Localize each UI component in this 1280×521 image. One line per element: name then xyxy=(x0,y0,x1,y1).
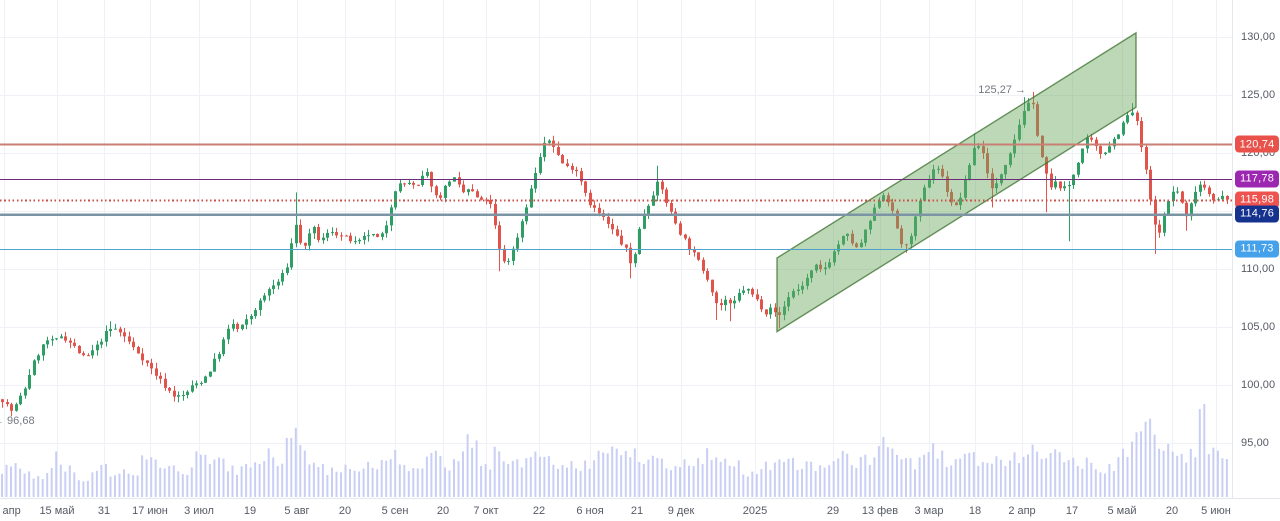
price-label-badge: 111,73 xyxy=(1235,240,1279,258)
time-axis-tick: 13 фев xyxy=(861,504,899,517)
time-axis-tick: 5 июн xyxy=(1201,504,1231,517)
time-axis-tick: 2025 xyxy=(742,504,768,517)
price-axis-tick: 130,00 xyxy=(1241,31,1276,43)
time-axis-tick: 20 xyxy=(338,504,352,517)
time-axis-tick: 5 сен xyxy=(381,504,409,517)
time-axis-tick: 5 авг xyxy=(284,504,310,517)
time-axis-tick: 22 xyxy=(532,504,546,517)
price-axis-tick: 105,00 xyxy=(1241,321,1276,333)
price-label-badge: 115,98 xyxy=(1235,191,1279,209)
time-axis-tick: 3 июл xyxy=(184,504,214,517)
price-axis-tick: 110,00 xyxy=(1241,263,1275,275)
time-axis-tick: 2 апр xyxy=(1008,504,1036,517)
time-axis-tick: 7 окт xyxy=(473,504,499,517)
time-axis-tick: 9 дек xyxy=(667,504,695,517)
time-axis-tick: 18 xyxy=(968,504,982,517)
chart-plot-area[interactable]: 125,27 →← 96,68 xyxy=(0,0,1232,498)
trend-channel[interactable] xyxy=(776,31,1137,333)
time-axis[interactable]: 30 апр 15 май 31 17 июн 3 июл 19 5 авг 20 5 сен 2… xyxy=(0,498,1280,521)
time-axis-tick: 29 xyxy=(826,504,840,517)
time-axis-tick: 6 ноя xyxy=(576,504,604,517)
time-axis-tick: 17 июн xyxy=(132,504,168,517)
time-axis-tick: 15 май xyxy=(39,504,75,517)
price-axis[interactable]: 130,00125,00120,00115,00110,00105,00100,… xyxy=(1232,0,1280,498)
level-lines[interactable] xyxy=(0,143,1232,251)
price-label-badge: 120,74 xyxy=(1235,135,1279,153)
time-axis-tick: 21 xyxy=(630,504,644,517)
price-label-badge: 117,78 xyxy=(1235,170,1279,188)
chart-canvas[interactable] xyxy=(0,0,1232,498)
time-axis-tick: 31 xyxy=(97,504,111,517)
time-axis-tick: 17 xyxy=(1065,504,1079,517)
time-axis-tick: 19 xyxy=(243,504,257,517)
time-axis-tick: 3 мар xyxy=(914,504,944,517)
time-axis-tick: 20 xyxy=(1165,504,1179,517)
price-label-badge: 114,76 xyxy=(1235,205,1279,223)
price-axis-tick: 100,00 xyxy=(1241,379,1276,391)
price-axis-tick: 125,00 xyxy=(1241,89,1276,101)
candlesticks xyxy=(1,91,1229,417)
time-axis-tick: 30 апр xyxy=(0,504,21,517)
price-axis-tick: 95,00 xyxy=(1241,437,1270,449)
time-axis-tick: 5 май xyxy=(1107,504,1137,517)
time-axis-tick: 20 xyxy=(436,504,450,517)
volume-bars xyxy=(1,403,1228,497)
